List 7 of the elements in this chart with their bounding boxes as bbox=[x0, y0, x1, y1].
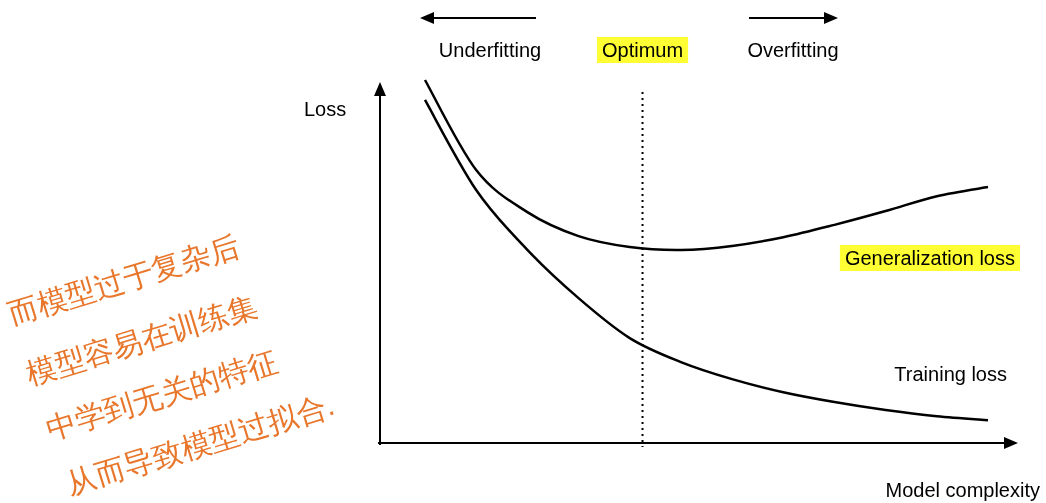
y-axis-title: Loss bbox=[304, 98, 347, 120]
text: Underfitting bbox=[438, 39, 542, 61]
series-label: Training loss bbox=[894, 363, 1007, 385]
text: Overfitting bbox=[747, 39, 839, 61]
series-label: Generalization loss bbox=[844, 247, 1015, 269]
text: Optimum bbox=[601, 39, 684, 61]
x-axis-title: Model complexity bbox=[885, 479, 1040, 501]
